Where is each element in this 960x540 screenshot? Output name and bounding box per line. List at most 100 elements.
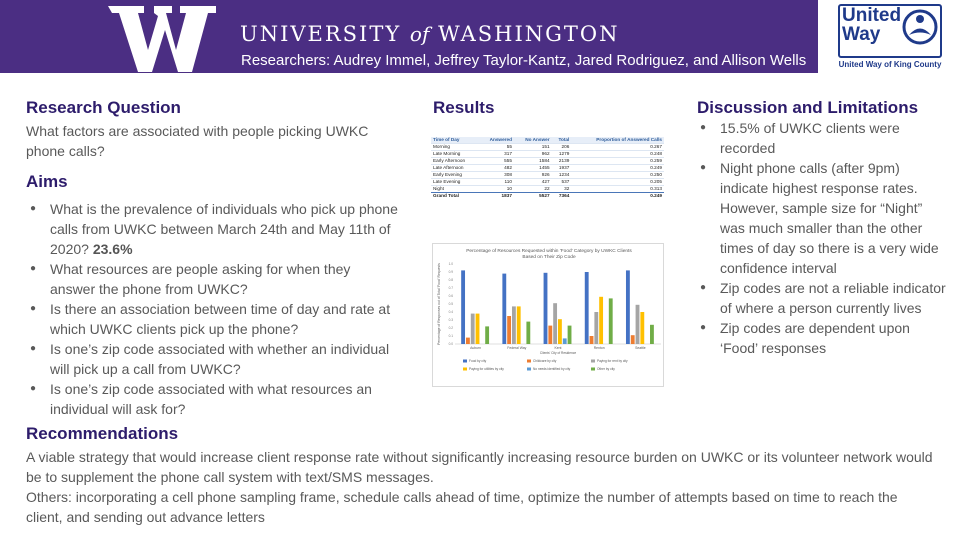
chart-x-tick: Auburn: [470, 346, 481, 350]
table-cell: 427: [513, 177, 552, 185]
chart-bar: [526, 321, 531, 344]
chart-bar: [475, 313, 480, 344]
table-cell: 151: [513, 142, 552, 150]
chart-ylabel: Percentage of Responses out of Total 'Fo…: [437, 263, 441, 345]
research-question-heading: Research Question: [26, 98, 181, 117]
chart-svg: Percentage of Resources Requested within…: [437, 248, 661, 371]
table-row: Morning 55 151 206 0.267: [431, 142, 664, 150]
chart-x-tick: Federal Way: [507, 346, 526, 350]
table-cell: 308: [478, 170, 514, 178]
chart-title: Based on Their Zip Code: [522, 254, 576, 260]
chart-x-tick: Renton: [594, 346, 605, 350]
discussion-item: Night phone calls (after 9pm) indicate h…: [698, 158, 948, 278]
table-header-cell: No Answer: [513, 137, 552, 143]
aims-item: What resources are people asking for whe…: [26, 259, 398, 299]
table-cell: 206: [551, 142, 572, 150]
table-cell: 0.259: [571, 156, 664, 164]
table-cell: 0.250: [571, 170, 664, 178]
chart-legend-swatch: [591, 367, 595, 371]
chart-bar: [470, 313, 475, 344]
table-cell: 1837: [478, 191, 514, 199]
table-cell: 32: [551, 184, 572, 192]
table-header-cell: Total: [551, 137, 572, 143]
researchers-line: Researchers: Audrey Immel, Jeffrey Taylo…: [241, 52, 807, 69]
chart-legend-label: Food by city: [469, 359, 487, 363]
chart-bar: [640, 312, 645, 344]
table-cell: Early Afternoon: [431, 156, 479, 164]
chart-bar: [630, 335, 635, 344]
table-cell: 5527: [513, 191, 552, 199]
table-cell: 0.267: [571, 142, 664, 150]
united-way-logo-text: United Way: [842, 5, 902, 45]
chart-y-tick: 0.0: [449, 342, 454, 346]
table-row: Early Afternoon 555 1584 2139 0.259: [431, 156, 664, 164]
chart-legend-label: No needs identified by city: [533, 367, 571, 371]
table-total-row: Grand Total 1837 5527 7364 0.249: [431, 191, 664, 199]
chart-y-tick: 0.3: [449, 318, 454, 322]
chart-bar: [562, 338, 567, 344]
chart-legend-label: Childcare by city: [533, 359, 557, 363]
table-header-cell: Proportion of Answered Calls: [571, 137, 664, 143]
table-cell: 537: [551, 177, 572, 185]
chart-bar: [625, 270, 630, 344]
table-cell: 55: [478, 142, 514, 150]
chart-bar: [485, 326, 490, 344]
aims-item: What is the prevalence of individuals wh…: [26, 199, 398, 259]
table-row: Late Morning 317 962 1279 0.248: [431, 149, 664, 157]
chart-bar: [507, 316, 512, 344]
chart-legend-label: Paying for utilities by city: [469, 367, 504, 371]
chart-y-tick: 0.9: [449, 270, 454, 274]
recommendations-heading: Recommendations: [26, 424, 179, 443]
aims-item: Is there an association between time of …: [26, 299, 398, 339]
chart-y-tick: 0.8: [449, 278, 454, 282]
chart-y-tick: 0.2: [449, 326, 454, 330]
table-cell: 10: [478, 184, 514, 192]
table-cell: 1584: [513, 156, 552, 164]
table-cell: 1937: [551, 163, 572, 171]
table-row: Early Evening 308 926 1234 0.250: [431, 170, 664, 178]
united-way-caption: United Way of King County: [838, 60, 942, 69]
university-name: UNIVERSITY of WASHINGTON: [240, 22, 620, 46]
table-cell: Morning: [431, 142, 479, 150]
table-cell: 0.249: [571, 163, 664, 171]
chart-y-tick: 0.5: [449, 302, 454, 306]
chart-legend-label: Paying for rent by city: [597, 359, 628, 363]
table-cell: 555: [478, 156, 514, 164]
table-cell: 482: [478, 163, 514, 171]
table-cell: Night: [431, 184, 479, 192]
chart-xlabel: Clients' City of Residence: [540, 351, 576, 355]
chart-bar: [548, 325, 553, 344]
table-row: Late Evening 110 427 537 0.205: [431, 177, 664, 185]
table-header-cell: Time of Day: [431, 137, 479, 143]
chart-y-tick: 0.4: [449, 310, 454, 314]
aims-list: What is the prevalence of individuals wh…: [26, 199, 398, 419]
chart-y-tick: 0.6: [449, 294, 454, 298]
table-cell: Grand Total: [431, 191, 479, 199]
table-cell: 926: [513, 170, 552, 178]
header-banner: UNIVERSITY of WASHINGTON Researchers: Au…: [0, 0, 818, 73]
aims-item: Is one’s zip code associated with what r…: [26, 379, 398, 419]
aims-heading: Aims: [26, 172, 68, 191]
discussion-heading: Discussion and Limitations: [697, 98, 919, 117]
chart-title: Percentage of Resources Requested within…: [466, 248, 632, 254]
discussion-item: Zip codes are not a reliable indicator o…: [698, 278, 948, 318]
chart-legend-swatch: [463, 367, 467, 371]
table-cell: 7364: [551, 191, 572, 199]
chart-bar: [516, 306, 521, 344]
table-cell: 22: [513, 184, 552, 192]
table-cell: 1455: [513, 163, 552, 171]
table-header-row: Time of Day Answered No Answer Total Pro…: [431, 137, 664, 143]
table-header-cell: Answered: [478, 137, 514, 143]
table-cell: 1234: [551, 170, 572, 178]
table-cell: 962: [513, 149, 552, 157]
recommendations-paragraph: A viable strategy that would increase cl…: [26, 449, 933, 485]
chart-bar: [594, 312, 599, 344]
table-cell: 0.205: [571, 177, 664, 185]
chart-bar: [543, 272, 548, 344]
chart-legend-swatch: [527, 367, 531, 371]
chart-bar: [502, 273, 507, 344]
chart-bar: [511, 306, 516, 344]
table-cell: 2139: [551, 156, 572, 164]
discussion-list: 15.5% of UWKC clients were recorded Nigh…: [698, 118, 948, 358]
food-resources-chart: Percentage of Resources Requested within…: [432, 243, 664, 387]
